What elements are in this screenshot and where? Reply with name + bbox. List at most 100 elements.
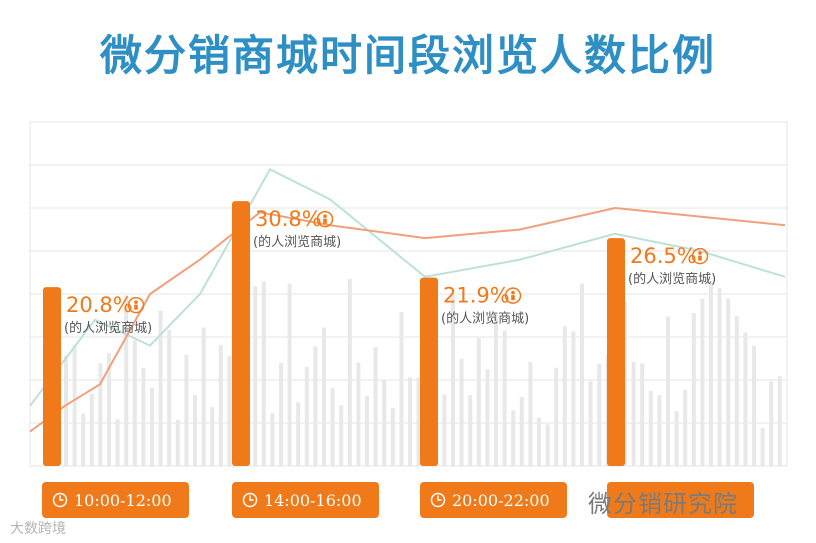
chart-title: 微分销商城时间段浏览人数比例 bbox=[99, 31, 716, 80]
sublabel-2: (的人浏览商城) bbox=[253, 234, 341, 250]
background-bar bbox=[356, 362, 361, 466]
background-bar bbox=[158, 310, 163, 466]
background-bar bbox=[227, 356, 232, 466]
background-bar bbox=[648, 390, 653, 466]
background-bar bbox=[218, 344, 223, 466]
background-bar bbox=[485, 369, 490, 466]
background-bar bbox=[416, 377, 421, 466]
background-bar bbox=[279, 362, 283, 466]
background-bar bbox=[150, 387, 154, 466]
background-bar bbox=[657, 394, 662, 466]
bar-3 bbox=[420, 277, 438, 466]
background-bar bbox=[442, 394, 447, 466]
person-icon-body bbox=[511, 295, 515, 301]
background-bar bbox=[98, 362, 103, 466]
background-bar bbox=[124, 295, 129, 466]
background-bar bbox=[726, 298, 731, 466]
background-bar bbox=[571, 331, 576, 466]
background-bar bbox=[700, 298, 705, 466]
background-bar bbox=[89, 393, 94, 466]
background-bar bbox=[373, 346, 378, 466]
value-label-2: 30.8% bbox=[255, 207, 322, 231]
background-bar bbox=[476, 338, 481, 466]
background-bar bbox=[132, 340, 137, 466]
background-bar bbox=[210, 407, 215, 466]
background-bar bbox=[107, 353, 111, 466]
person-icon bbox=[691, 247, 709, 265]
time-badge-1 bbox=[42, 482, 189, 518]
background-bar bbox=[365, 395, 369, 466]
sublabel-4: (的人浏览商城) bbox=[628, 271, 716, 287]
time-label-2: 14:00-16:00 bbox=[264, 491, 362, 510]
sublabel-1: (的人浏览商城) bbox=[64, 320, 152, 336]
background-bar bbox=[330, 388, 335, 466]
background-bar bbox=[339, 405, 344, 466]
person-icon-body bbox=[134, 304, 138, 310]
background-bar bbox=[734, 315, 739, 466]
background-bar bbox=[390, 407, 395, 466]
person-icon-head bbox=[511, 290, 515, 295]
background-bar bbox=[167, 329, 172, 466]
background-bar bbox=[769, 381, 774, 466]
background-bar bbox=[528, 361, 533, 466]
bar-1 bbox=[43, 287, 61, 466]
value-label-3: 21.9% bbox=[443, 284, 510, 308]
background-bar bbox=[519, 396, 524, 466]
background-bar bbox=[674, 411, 679, 466]
background-bar bbox=[502, 330, 507, 466]
person-icon-head bbox=[134, 300, 138, 304]
background-bar bbox=[468, 395, 473, 466]
background-bar bbox=[588, 381, 593, 466]
time-badge-4 bbox=[607, 482, 754, 518]
background-bar bbox=[184, 354, 189, 466]
background-bar bbox=[193, 395, 197, 466]
background-bar bbox=[537, 417, 541, 466]
time-badge-2 bbox=[232, 482, 379, 518]
background-bar bbox=[760, 427, 765, 466]
background-bar bbox=[631, 361, 636, 466]
person-icon bbox=[504, 287, 522, 304]
background-bar bbox=[72, 344, 77, 466]
trend-line-teal bbox=[29, 167, 786, 407]
person-icon-head bbox=[323, 214, 327, 218]
clock-icon bbox=[430, 492, 446, 508]
background-bar bbox=[201, 327, 206, 466]
background-bar bbox=[554, 367, 559, 466]
watermark-right: 微分销研究院 bbox=[588, 490, 738, 518]
person-icon-body bbox=[698, 255, 702, 261]
background-bar bbox=[347, 279, 352, 466]
background-bar bbox=[81, 413, 86, 466]
person-icon bbox=[127, 296, 145, 314]
clock-icon bbox=[52, 492, 68, 508]
clock-icon bbox=[242, 492, 258, 508]
clock-hands bbox=[249, 495, 254, 501]
background-bar bbox=[141, 368, 146, 466]
background-bar bbox=[743, 332, 748, 466]
background-bar bbox=[752, 345, 756, 466]
person-icon-head bbox=[698, 251, 702, 255]
background-bar bbox=[408, 377, 412, 466]
background-bar bbox=[322, 327, 326, 466]
background-bar bbox=[115, 419, 120, 466]
time-label-3: 20:00-22:00 bbox=[452, 491, 550, 510]
time-badge-3 bbox=[420, 482, 567, 518]
background-bar bbox=[175, 419, 180, 466]
sublabel-3: (的人浏览商城) bbox=[441, 311, 529, 327]
background-bar bbox=[717, 288, 722, 466]
background-bar bbox=[287, 283, 292, 466]
bar-2 bbox=[232, 201, 250, 466]
trend-line-orange bbox=[29, 206, 786, 433]
background-bar bbox=[691, 312, 696, 466]
background-bar bbox=[562, 326, 567, 466]
clock-hands bbox=[59, 495, 64, 501]
background-bar bbox=[304, 366, 309, 466]
person-icon-body bbox=[323, 218, 327, 224]
bar-4 bbox=[607, 238, 625, 466]
background-bar bbox=[451, 294, 455, 466]
background-bar bbox=[777, 376, 782, 466]
background-bar bbox=[270, 412, 275, 466]
background-bar bbox=[64, 355, 68, 466]
background-bar bbox=[597, 363, 602, 466]
background-bar bbox=[313, 346, 318, 466]
